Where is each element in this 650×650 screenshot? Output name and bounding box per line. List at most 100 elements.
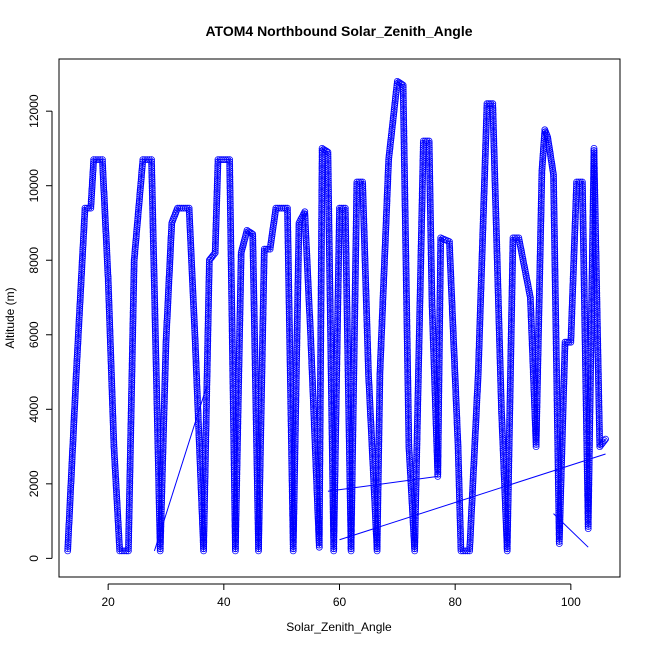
data-point	[67, 473, 75, 481]
data-point	[150, 277, 158, 284]
data-point	[203, 381, 211, 389]
data-point	[202, 438, 210, 446]
data-point	[191, 322, 198, 330]
data-point	[111, 451, 118, 459]
data-point	[204, 342, 212, 349]
data-point	[185, 208, 193, 216]
data-point	[192, 361, 200, 369]
data-point	[153, 395, 161, 403]
data-point	[153, 415, 161, 423]
data-point	[186, 213, 193, 221]
data-point	[159, 439, 167, 447]
data-point	[77, 287, 84, 295]
data-point	[164, 306, 172, 314]
data-point	[212, 236, 220, 244]
data-point	[229, 356, 237, 364]
data-point	[109, 412, 117, 420]
data-point	[232, 525, 240, 533]
data-point	[200, 521, 208, 529]
data-point	[105, 308, 113, 315]
data-point	[205, 283, 213, 290]
data-point	[224, 156, 232, 164]
data-point	[128, 355, 136, 363]
data-point	[152, 371, 160, 379]
data-point	[167, 243, 175, 251]
data-point	[186, 217, 194, 225]
data-point	[155, 512, 163, 520]
data-point	[181, 204, 189, 212]
data-point	[189, 289, 197, 297]
data-point	[130, 272, 138, 279]
data-point	[190, 316, 198, 323]
data-point	[107, 360, 115, 368]
data-point	[235, 372, 243, 379]
data-point	[79, 248, 87, 256]
data-point	[110, 443, 118, 451]
data-point	[83, 204, 91, 212]
data-point	[137, 175, 145, 183]
data-point	[214, 164, 222, 172]
data-point	[116, 547, 124, 555]
data-point	[235, 365, 243, 373]
data-point	[135, 202, 143, 210]
data-point	[194, 414, 202, 422]
data-point	[227, 255, 235, 262]
data-point	[203, 374, 211, 382]
data-point	[195, 433, 203, 441]
data-point	[130, 254, 138, 262]
data-point	[105, 295, 113, 302]
data-point	[227, 213, 234, 221]
data-point	[195, 420, 202, 428]
data-point	[228, 332, 236, 339]
data-point	[64, 547, 72, 555]
data-point	[235, 378, 243, 386]
data-point	[185, 211, 193, 219]
data-point	[128, 383, 136, 391]
data-point	[229, 354, 236, 361]
data-point	[234, 433, 242, 441]
data-point	[133, 226, 141, 234]
data-point	[200, 538, 208, 546]
data-point	[168, 226, 175, 233]
data-point	[153, 402, 161, 410]
data-point	[213, 201, 221, 209]
data-point	[164, 288, 172, 296]
data-point	[197, 479, 205, 487]
data-point	[200, 525, 208, 533]
data-point	[150, 255, 158, 262]
data-point	[149, 226, 157, 234]
data-point	[162, 347, 170, 355]
data-point	[203, 357, 211, 365]
data-point	[109, 423, 117, 431]
data-point	[228, 292, 236, 300]
data-point	[233, 479, 241, 487]
data-point	[155, 477, 163, 485]
data-point	[128, 361, 136, 369]
data-point	[154, 461, 162, 469]
data-point	[160, 422, 168, 430]
data-point	[214, 169, 222, 177]
data-point	[80, 217, 88, 225]
data-point	[211, 249, 219, 257]
data-point	[160, 406, 168, 414]
data-point	[183, 204, 191, 212]
data-point	[127, 425, 135, 432]
data-point	[109, 410, 117, 418]
data-point	[163, 323, 171, 331]
plot-frame	[58, 58, 621, 578]
data-point	[131, 245, 139, 253]
data-point	[111, 467, 119, 474]
data-point	[129, 307, 137, 314]
data-point	[160, 411, 168, 419]
data-point	[127, 398, 135, 406]
data-point	[66, 497, 74, 505]
data-point	[163, 319, 171, 327]
data-point	[203, 379, 211, 387]
data-point	[69, 444, 76, 452]
data-point	[110, 434, 117, 442]
data-point	[128, 357, 136, 365]
data-point	[76, 294, 84, 302]
data-point	[226, 158, 234, 166]
data-point	[228, 290, 236, 298]
data-point	[161, 376, 169, 384]
